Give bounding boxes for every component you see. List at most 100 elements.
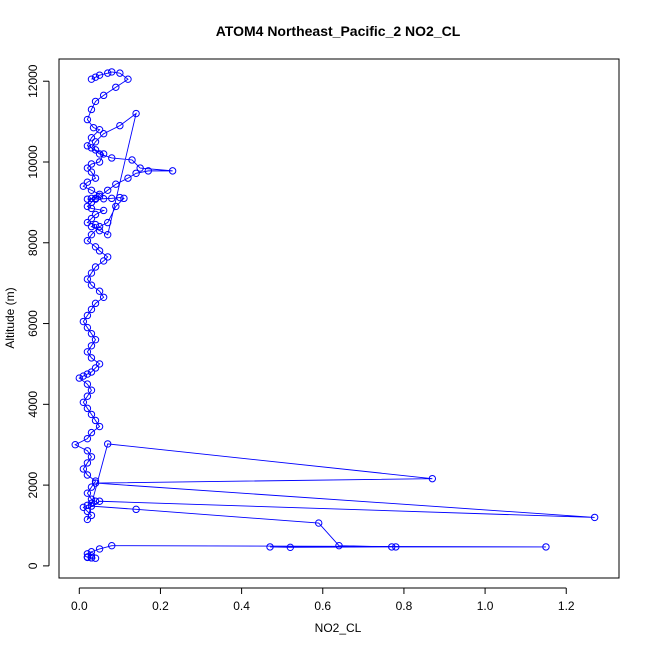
data-point	[116, 193, 124, 202]
data-point	[95, 545, 104, 553]
y-tick-label: 0	[26, 562, 40, 569]
data-point	[128, 156, 136, 164]
data-point	[87, 342, 96, 350]
data-point	[83, 115, 92, 124]
data-point	[79, 372, 88, 380]
chart-title: ATOM4 Northeast_Pacific_2 NO2_CL	[216, 23, 461, 39]
data-point	[95, 222, 104, 231]
data-point	[87, 281, 96, 289]
x-axis-label: NO2_CL	[315, 621, 362, 635]
data-point	[95, 190, 104, 199]
data-point	[87, 222, 96, 231]
data-point	[83, 471, 92, 479]
data-point	[388, 543, 396, 551]
data-point	[91, 336, 100, 344]
data-point	[103, 186, 112, 194]
data-point	[87, 144, 96, 152]
data-point	[87, 502, 96, 510]
data-point	[83, 164, 92, 172]
data-point	[87, 511, 96, 520]
data-point	[91, 138, 100, 146]
data-point	[87, 214, 96, 223]
data-point	[83, 178, 92, 186]
data-point	[132, 505, 140, 514]
data-point	[87, 230, 96, 239]
data-point	[103, 440, 112, 448]
data-point	[87, 168, 96, 176]
data-point	[91, 195, 100, 203]
data-point	[132, 109, 140, 118]
data-point	[132, 169, 140, 178]
data-point	[87, 269, 96, 277]
data-point	[168, 167, 177, 175]
data-point	[95, 422, 104, 431]
data-point	[87, 305, 96, 314]
data-point	[83, 550, 92, 558]
data-point	[95, 287, 104, 295]
data-point	[91, 73, 100, 81]
data-point	[95, 150, 104, 158]
y-tick-label: 10000	[26, 145, 40, 179]
data-point	[144, 167, 152, 175]
y-tick-label: 8000	[26, 229, 40, 256]
data-point	[83, 142, 92, 150]
data-point	[83, 489, 92, 497]
data-point	[103, 230, 112, 239]
data-point	[83, 392, 92, 400]
data-point	[95, 247, 104, 255]
data-point	[116, 121, 124, 130]
data-point	[91, 416, 100, 425]
data-point	[87, 428, 96, 437]
data-point	[91, 364, 100, 372]
data-point	[87, 160, 96, 168]
data-point	[83, 553, 92, 562]
data-point	[83, 434, 92, 443]
data-point	[95, 226, 104, 235]
data-point	[83, 459, 92, 467]
data-point	[136, 164, 144, 172]
series-layer	[71, 68, 599, 562]
data-point	[71, 441, 79, 449]
data-point	[87, 194, 96, 203]
data-point	[108, 68, 116, 76]
data-point	[83, 275, 92, 283]
y-axis: 0 2000 4000 6000 8000 10000 12000	[26, 64, 50, 569]
data-point	[99, 91, 108, 100]
data-point	[83, 404, 92, 413]
data-point	[108, 194, 116, 203]
data-point	[108, 154, 116, 162]
data-point	[87, 75, 96, 83]
data-point	[75, 374, 83, 382]
data-point	[91, 243, 100, 251]
data-point	[87, 554, 96, 562]
data-point	[91, 146, 100, 154]
data-point	[79, 398, 88, 407]
data-point	[91, 263, 100, 271]
data-point	[79, 503, 88, 512]
data-point	[91, 477, 100, 485]
data-point	[83, 348, 92, 356]
data-point	[99, 195, 108, 203]
data-point	[91, 174, 100, 182]
data-point	[87, 204, 96, 213]
data-point	[95, 360, 104, 368]
data-point	[87, 329, 96, 338]
data-point	[335, 541, 343, 550]
x-tick-label: 1.2	[558, 599, 575, 613]
x-tick-label: 0.4	[233, 599, 250, 613]
data-point	[83, 380, 92, 388]
data-point	[87, 483, 96, 491]
plot-area-frame	[58, 58, 620, 579]
y-tick-label: 2000	[26, 471, 40, 498]
data-point	[87, 552, 96, 560]
data-point	[116, 69, 124, 77]
data-point	[91, 210, 100, 219]
data-point	[91, 299, 100, 308]
data-point	[95, 158, 104, 166]
data-point	[87, 134, 96, 142]
series-line	[74, 71, 595, 559]
data-point	[79, 182, 88, 190]
data-point	[87, 499, 96, 507]
x-axis: 0.0 0.2 0.4 0.6 0.8 1.0 1.2	[71, 587, 575, 613]
